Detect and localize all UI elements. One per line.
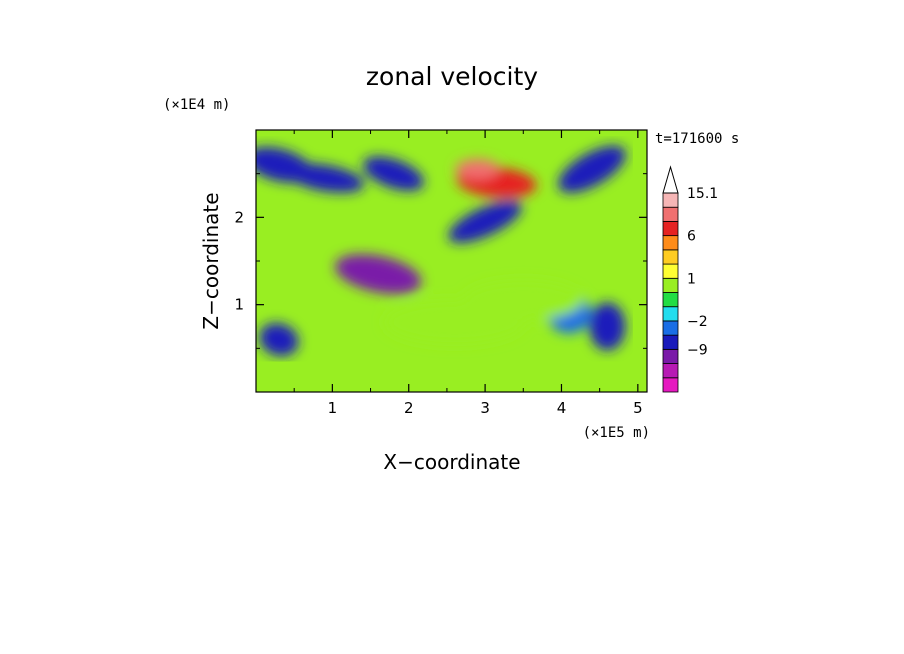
colorbar-tick-label: 6 xyxy=(687,229,696,245)
contour-feature xyxy=(334,254,422,294)
colorbar-tick-label: 15.1 xyxy=(687,186,718,202)
contour-feature xyxy=(455,159,500,180)
colorbar-segment xyxy=(662,377,679,393)
time-label: t=171600 s xyxy=(655,131,739,147)
contour-feature xyxy=(285,163,365,193)
colorbar-tick-label: 1 xyxy=(687,271,696,287)
colorbar-segment xyxy=(662,263,679,279)
chart-title: zonal velocity xyxy=(366,62,538,91)
contour-feature xyxy=(463,280,584,321)
y-tick-label: 1 xyxy=(234,296,244,314)
colorbar-segment xyxy=(662,277,679,293)
contour-feature xyxy=(589,302,626,351)
colorbar-segment xyxy=(662,192,679,208)
colorbar-segment xyxy=(662,306,679,322)
x-tick-label: 5 xyxy=(633,399,643,417)
x-tick-label: 4 xyxy=(557,399,567,417)
y-axis-label: Z−coordinate xyxy=(199,192,223,329)
colorbar-segment xyxy=(662,221,679,237)
colorbar-segment xyxy=(662,334,679,350)
x-tick-label: 1 xyxy=(328,399,338,417)
plot-area xyxy=(255,129,648,393)
colorbar-segment xyxy=(662,292,679,308)
y-tick-label: 2 xyxy=(234,208,244,226)
colorbar-overflow-arrow xyxy=(662,165,679,194)
y-axis: 12 xyxy=(234,173,647,349)
colorbar-segment xyxy=(662,320,679,336)
x-tick-label: 2 xyxy=(404,399,414,417)
colorbar-segment xyxy=(662,363,679,379)
contour-feature xyxy=(259,323,299,357)
x-axis-label: X−coordinate xyxy=(383,450,520,474)
contour-feature xyxy=(558,145,626,193)
colorbar-tick-label: −9 xyxy=(687,342,708,358)
x-tick-label: 3 xyxy=(480,399,490,417)
colorbar-segment xyxy=(662,235,679,251)
colorbar-segment xyxy=(662,348,679,364)
colorbar-tick-label: −2 xyxy=(687,314,708,330)
y-unit-label: (×1E4 m) xyxy=(163,97,230,113)
contour-feature xyxy=(448,200,522,243)
colorbar-segment xyxy=(662,206,679,222)
contour-field xyxy=(256,145,626,357)
x-unit-label: (×1E5 m) xyxy=(583,425,650,441)
colorbar: 15.1 6 1 −2 −9 xyxy=(662,165,718,393)
contour-feature xyxy=(363,156,424,191)
colorbar-segment xyxy=(662,249,679,265)
x-axis: 1 2 3 4 5 xyxy=(293,130,643,417)
